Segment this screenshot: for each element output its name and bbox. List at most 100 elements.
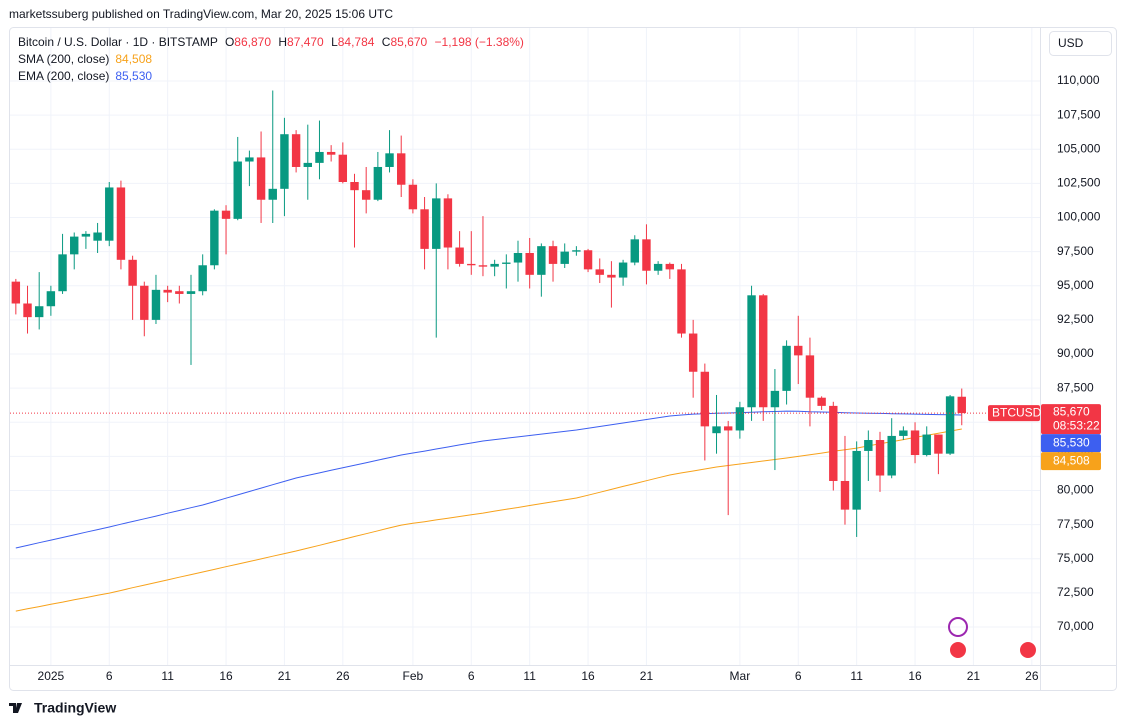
event-icon[interactable] xyxy=(948,640,968,660)
candle-body xyxy=(373,166,383,200)
candle-body xyxy=(233,161,242,219)
candle-body xyxy=(653,263,663,271)
candle-body xyxy=(747,295,756,408)
plot-area xyxy=(10,28,1040,665)
candle-body xyxy=(140,285,149,320)
candle-body xyxy=(759,295,768,408)
candle-body xyxy=(128,259,137,286)
candle-body xyxy=(280,134,289,189)
candle-body xyxy=(782,345,791,391)
candle-body xyxy=(922,434,931,456)
candle-body xyxy=(910,430,920,456)
candle-body xyxy=(186,291,196,294)
candle-body xyxy=(537,246,546,275)
candle-body xyxy=(432,198,441,249)
event-icon[interactable] xyxy=(1018,640,1038,660)
change: −1,198 (−1.38%) xyxy=(435,35,524,49)
candle-body xyxy=(735,407,745,431)
candle-body xyxy=(268,188,277,200)
candle-body xyxy=(163,289,172,293)
indicator-line xyxy=(15,428,962,612)
indicator-price-box xyxy=(1041,434,1101,453)
x-tick-label: 21 xyxy=(640,669,654,683)
x-tick-label: 26 xyxy=(1025,669,1039,683)
indicator-line xyxy=(15,410,962,549)
candle-body xyxy=(58,254,67,292)
last-price-box xyxy=(1041,404,1101,435)
candle-body xyxy=(455,247,464,264)
x-tick-label: 6 xyxy=(106,669,113,683)
candle-body xyxy=(303,162,312,167)
last-price-label: 85,670 xyxy=(1053,404,1090,418)
y-tick-label: 80,000 xyxy=(1057,483,1094,497)
x-tick-label: 16 xyxy=(581,669,595,683)
candle-body xyxy=(467,263,476,266)
sma-legend: SMA (200, close) 84,508 xyxy=(18,52,152,66)
ohlc-value: 85,670 xyxy=(390,35,427,49)
candle-body xyxy=(70,236,79,255)
candle-body xyxy=(350,181,359,191)
candle-body xyxy=(408,184,418,210)
candle-body xyxy=(899,430,908,436)
candle-body xyxy=(665,263,675,270)
x-tick-label: 16 xyxy=(219,669,233,683)
x-tick-label: Feb xyxy=(403,669,424,683)
candle-body xyxy=(607,274,616,278)
x-tick-label: 6 xyxy=(468,669,475,683)
candle-body xyxy=(105,187,114,241)
candle-body xyxy=(151,289,161,320)
candle-body xyxy=(116,187,126,260)
x-tick-label: 16 xyxy=(908,669,922,683)
x-tick-label: 11 xyxy=(850,669,863,683)
candle-body xyxy=(11,281,21,304)
x-tick-label: 6 xyxy=(795,669,802,683)
ohlc-key: O xyxy=(225,35,234,49)
candle-body xyxy=(817,397,826,406)
candle-body xyxy=(934,434,943,454)
candle-body xyxy=(210,210,219,266)
brand-logo xyxy=(9,703,22,713)
candle-body xyxy=(712,426,721,434)
candle-body xyxy=(560,251,569,264)
candle-body xyxy=(677,269,686,334)
y-tick-label: 72,500 xyxy=(1057,585,1094,599)
ohlc-key: L xyxy=(331,35,338,49)
candle-body xyxy=(23,303,32,318)
y-tick-label: 92,500 xyxy=(1057,312,1094,326)
event-icon[interactable] xyxy=(948,617,968,637)
ema-value: 85,530 xyxy=(115,69,152,83)
ema-name: EMA (200, close) xyxy=(18,69,109,83)
candle-body xyxy=(478,265,488,267)
x-tick-label: 21 xyxy=(278,669,292,683)
sma-name: SMA (200, close) xyxy=(18,52,109,66)
candle-body xyxy=(595,269,604,275)
y-tick-label: 110,000 xyxy=(1057,73,1100,87)
y-tick-label: 77,500 xyxy=(1057,517,1094,531)
candle-body xyxy=(875,440,885,476)
candle-body xyxy=(490,263,499,267)
candle-body xyxy=(397,153,406,185)
candle-body xyxy=(887,435,896,476)
candle-body xyxy=(723,426,733,431)
candle-body xyxy=(326,151,336,155)
ohlc-key: C xyxy=(382,35,391,49)
chart-frame xyxy=(9,27,1117,691)
y-tick-label: 87,500 xyxy=(1057,380,1094,394)
candle-body xyxy=(221,210,231,219)
candle-body xyxy=(864,440,873,451)
candle-body xyxy=(361,190,371,200)
brand: TradingView xyxy=(34,700,116,716)
y-tick-label: 97,500 xyxy=(1057,244,1094,258)
x-tick-label: 21 xyxy=(967,669,981,683)
candle-body xyxy=(338,154,348,182)
candle-body xyxy=(46,291,56,307)
currency-button[interactable] xyxy=(1049,31,1112,56)
candle-body xyxy=(175,291,184,294)
candle-body xyxy=(420,209,429,249)
symbol: Bitcoin / U.S. Dollar · 1D · BITSTAMP xyxy=(18,35,218,49)
symbol-legend: Bitcoin / U.S. Dollar · 1D · BITSTAMP O 8… xyxy=(18,35,524,49)
candle-body xyxy=(315,151,324,163)
ohlc-value: 87,470 xyxy=(287,35,324,49)
indicator-price-box xyxy=(1041,452,1101,471)
